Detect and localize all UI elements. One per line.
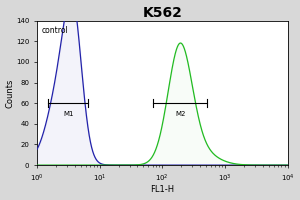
X-axis label: FL1-H: FL1-H [150,185,174,194]
Text: control: control [42,26,69,35]
Text: M2: M2 [175,111,185,117]
Y-axis label: Counts: Counts [6,78,15,108]
Title: K562: K562 [142,6,182,20]
Text: M1: M1 [63,111,74,117]
